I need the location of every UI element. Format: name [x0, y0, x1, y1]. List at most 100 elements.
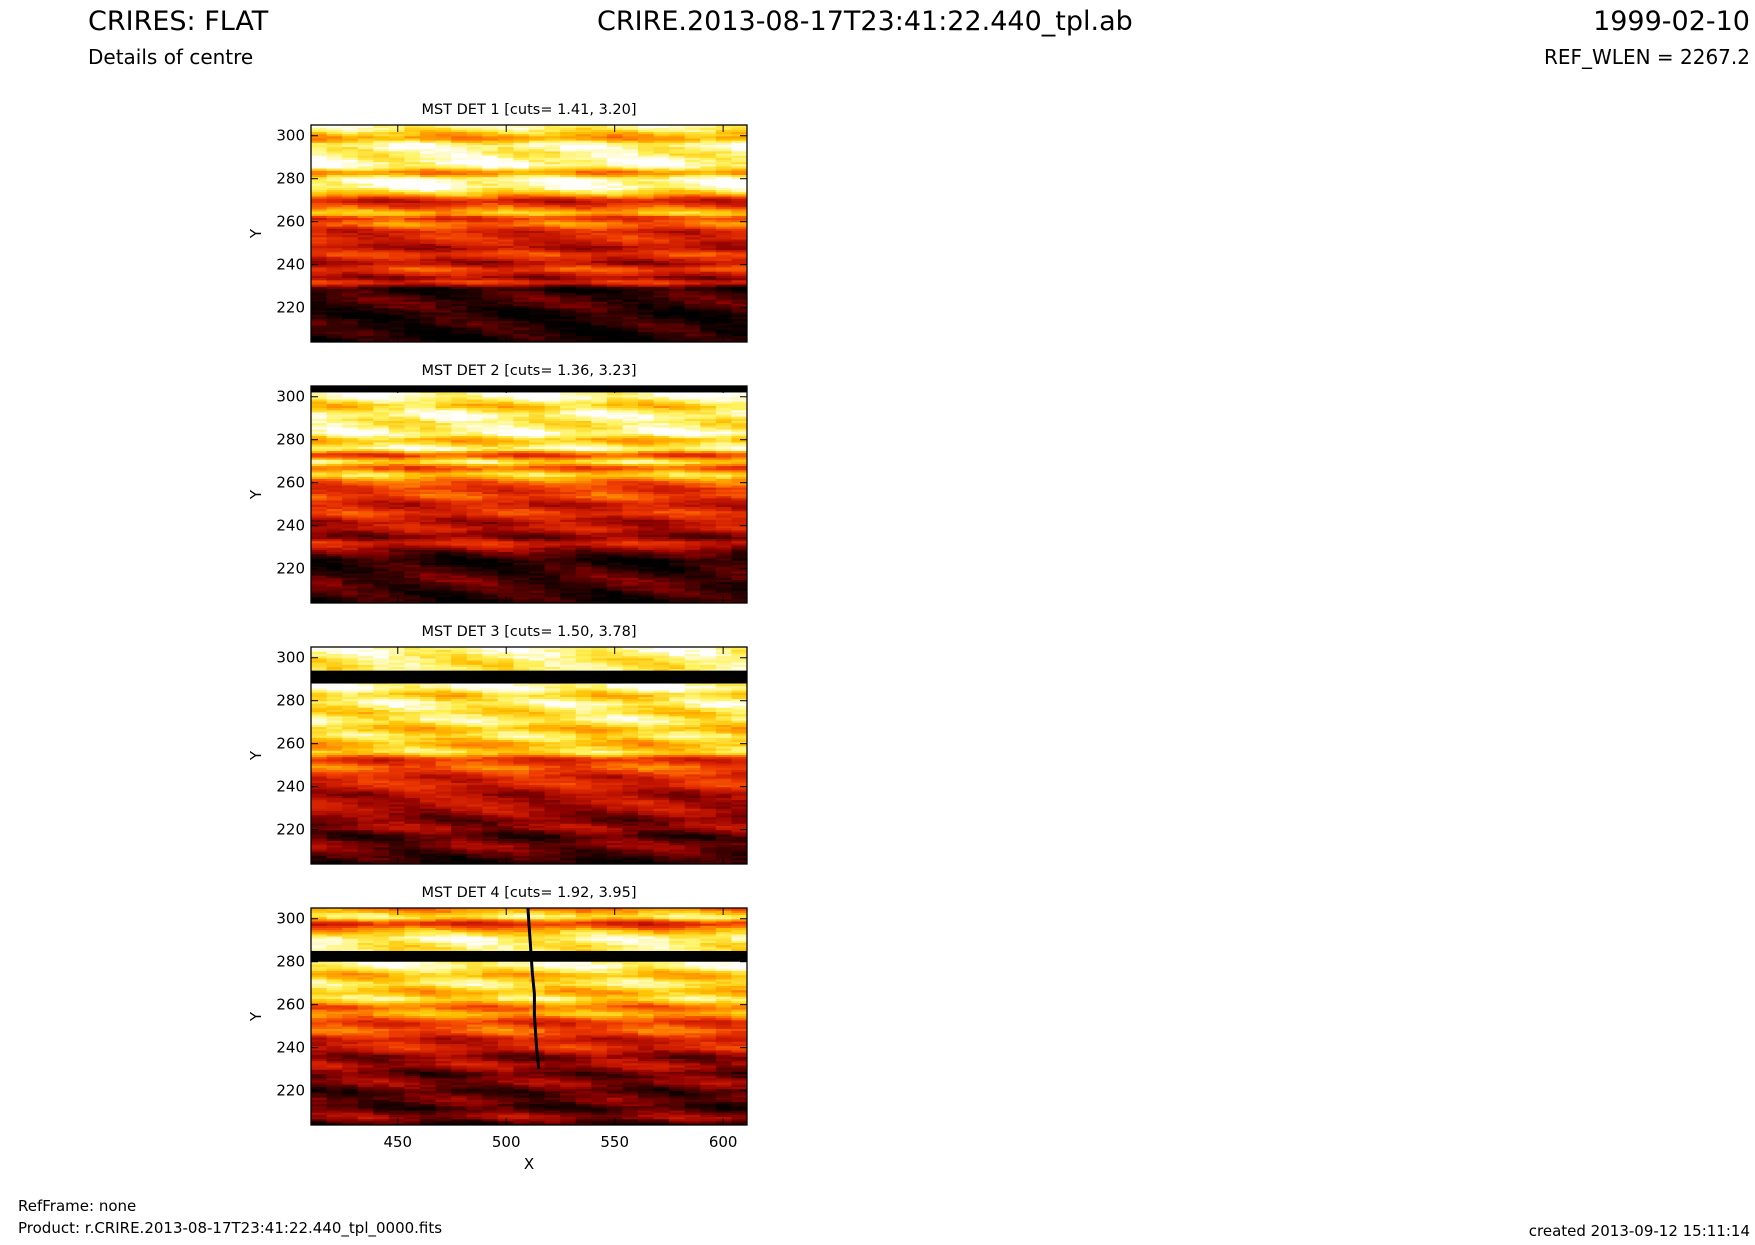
heatmap-cell [482, 553, 499, 557]
heatmap-cell [435, 243, 452, 246]
heatmap-cell [420, 575, 437, 578]
heatmap-cell [591, 320, 608, 324]
heatmap-cell [435, 553, 452, 557]
heatmap-cell [684, 549, 701, 553]
heatmap-cell [575, 299, 592, 302]
heatmap-cell [466, 439, 483, 443]
heatmap-cell [731, 525, 747, 529]
heatmap-cell [451, 540, 468, 544]
heatmap-cell [638, 459, 655, 462]
heatmap-cell [529, 454, 546, 458]
figure-subtitle: Details of centre [88, 45, 254, 69]
heatmap-cell [669, 504, 686, 507]
heatmap-cell [311, 159, 328, 163]
heatmap-cell [420, 577, 437, 580]
heatmap-cell [404, 167, 421, 171]
heatmap-cell [326, 125, 343, 128]
heatmap-cell [591, 465, 608, 469]
heatmap-cell [529, 452, 546, 456]
heatmap-cell [669, 553, 686, 557]
heatmap-cell [326, 560, 343, 563]
heatmap-cell [529, 243, 546, 246]
heatmap-cell [622, 142, 639, 145]
heatmap-cell [591, 230, 608, 234]
heatmap-cell [715, 519, 733, 522]
heatmap-cell [404, 523, 421, 527]
heatmap-cell [435, 290, 452, 294]
heatmap-cell [529, 198, 546, 201]
heatmap-cell [326, 491, 343, 495]
heatmap-cell [529, 329, 546, 332]
heatmap-cell [404, 183, 421, 186]
heatmap-cell [731, 144, 747, 148]
heatmap-cell [591, 129, 608, 133]
heatmap-cell [669, 517, 686, 520]
heatmap-cell [482, 534, 499, 537]
heatmap-cell [420, 326, 437, 330]
heatmap-cell [560, 508, 577, 512]
heatmap-cell [404, 146, 421, 150]
heatmap-cell [342, 202, 359, 206]
heatmap-cell [420, 594, 437, 598]
heatmap-cell [638, 484, 655, 488]
heatmap-cell [638, 592, 655, 596]
heatmap-cell [529, 324, 546, 328]
heatmap-cell [373, 301, 390, 304]
heatmap-cell [388, 247, 406, 251]
heatmap-cell [435, 146, 452, 150]
heatmap-cell [638, 596, 655, 600]
heatmap-cell [606, 482, 624, 486]
heatmap-cell [715, 258, 733, 261]
heatmap-cell [653, 489, 670, 492]
heatmap-cell [700, 133, 717, 137]
heatmap-cell [591, 484, 608, 488]
heatmap-cell [482, 127, 499, 130]
heatmap-cell [451, 465, 468, 469]
heatmap-cell [638, 322, 655, 326]
heatmap-cell [669, 463, 686, 467]
heatmap-cell [715, 307, 733, 311]
heatmap-cell [482, 185, 499, 188]
heatmap-cell [653, 452, 670, 456]
heatmap-cell [591, 495, 608, 499]
heatmap-cell [544, 292, 561, 296]
heatmap-cell [731, 536, 747, 540]
heatmap-cell [482, 307, 499, 311]
heatmap-cell [497, 486, 515, 490]
heatmap-cell [357, 228, 374, 231]
heatmap-cell [342, 142, 359, 145]
heatmap-cell [451, 474, 468, 477]
heatmap-cell [622, 600, 639, 603]
heatmap-cell [451, 155, 468, 158]
heatmap-cell [653, 547, 670, 550]
heatmap-cell [482, 243, 499, 246]
heatmap-cell [622, 577, 639, 580]
heatmap-cell [326, 232, 343, 236]
heatmap-cell [591, 540, 608, 544]
heatmap-cell [482, 476, 499, 479]
heatmap-cell [575, 579, 592, 583]
heatmap-cell [591, 568, 608, 572]
heatmap-cell [638, 486, 655, 490]
heatmap-cell [388, 187, 406, 191]
heatmap-cell [357, 135, 374, 139]
heatmap-cell [669, 489, 686, 492]
heatmap-cell [653, 502, 670, 505]
heatmap-cell [622, 180, 639, 184]
heatmap-cell [342, 253, 359, 257]
heatmap-cell [311, 532, 328, 535]
heatmap-cell [591, 241, 608, 244]
heatmap-cell [451, 150, 468, 154]
heatmap-cell [435, 273, 452, 276]
heatmap-cell [638, 471, 655, 475]
heatmap-cell [513, 258, 530, 261]
heatmap-cell [326, 495, 343, 499]
heatmap-cell [700, 189, 717, 193]
heatmap-cell [435, 174, 452, 178]
heatmap-cell [420, 157, 437, 160]
heatmap-cell [342, 273, 359, 276]
heatmap-cell [700, 324, 717, 328]
heatmap-cell [700, 185, 717, 188]
heatmap-cell [684, 579, 701, 583]
heatmap-cell [435, 275, 452, 279]
